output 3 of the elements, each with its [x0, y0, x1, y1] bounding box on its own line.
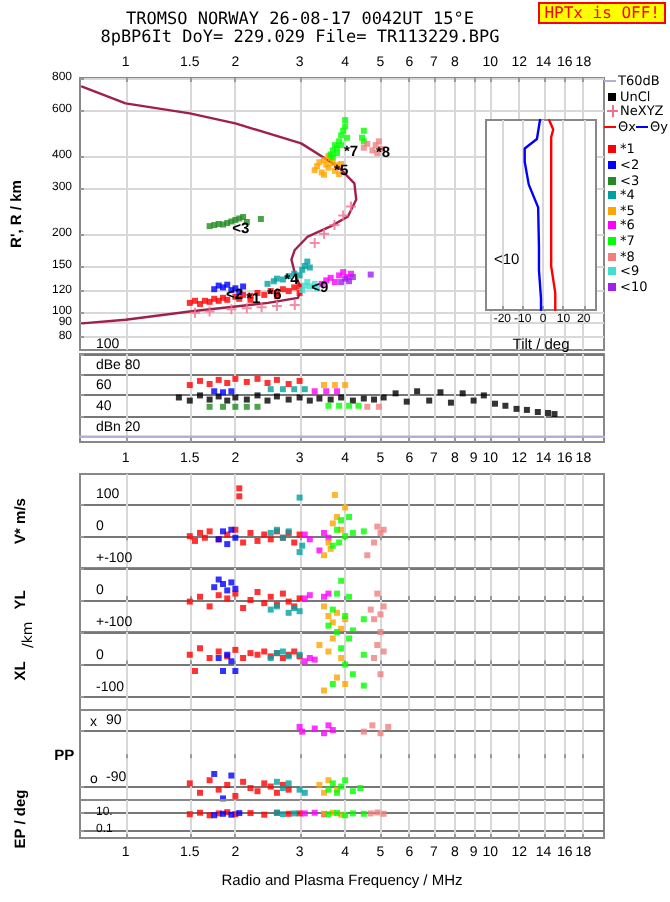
chart-subtitle: 8pBP6It DoY= 229.029 File= TR113229.BPG: [98, 28, 502, 48]
text: HPTx is OFF!: [538, 2, 666, 24]
chart-title: TROMSO NORWAY 26-08-17 0042UT 15°E: [126, 10, 474, 30]
